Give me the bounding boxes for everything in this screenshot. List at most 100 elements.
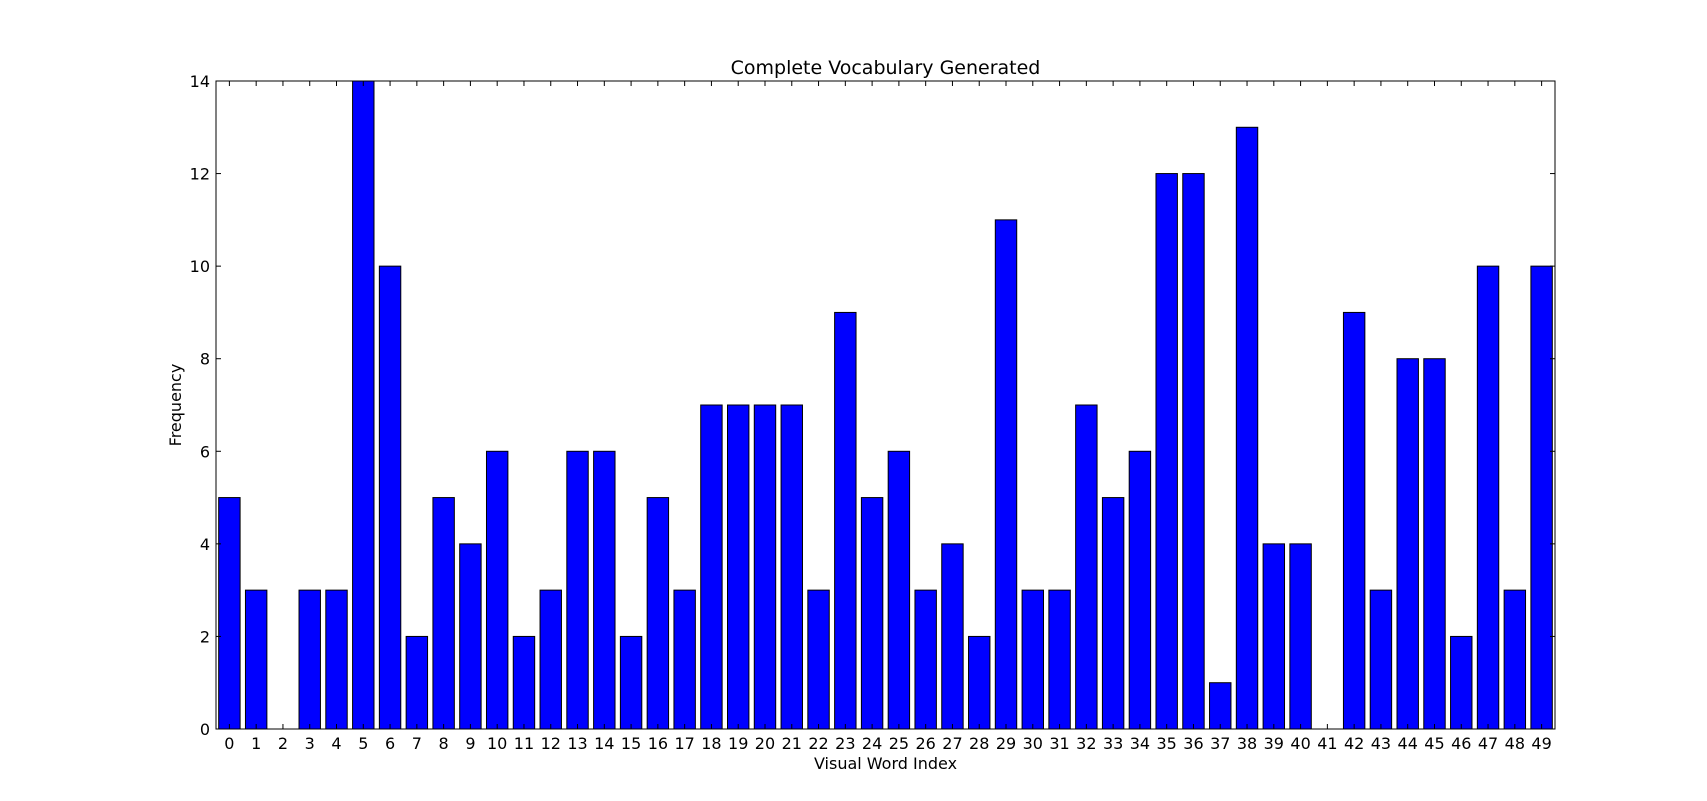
bar	[619, 635, 643, 730]
chart-title: Complete Vocabulary Generated	[731, 57, 1041, 79]
x-tick-label: 48	[1505, 734, 1525, 753]
x-tick-label: 25	[889, 734, 909, 753]
x-tick-label: 8	[439, 734, 449, 753]
x-tick-label: 42	[1344, 734, 1364, 753]
bar	[753, 404, 777, 730]
y-tick-label: 12	[190, 165, 210, 184]
x-tick-label: 10	[487, 734, 507, 753]
bar	[1476, 265, 1500, 730]
bar	[566, 450, 589, 730]
y-tick-label: 0	[200, 720, 210, 739]
x-tick-label: 23	[835, 734, 855, 753]
x-tick-label: 5	[358, 734, 368, 753]
x-tick-label: 16	[648, 734, 668, 753]
x-tick-label: 4	[331, 734, 341, 753]
x-tick-label: 1	[251, 734, 261, 753]
bar	[593, 450, 616, 730]
bar	[807, 589, 830, 730]
bar	[1503, 589, 1527, 730]
bar	[780, 404, 803, 730]
x-tick-label: 9	[465, 734, 475, 753]
x-tick-label: 28	[969, 734, 989, 753]
bar	[1450, 635, 1473, 730]
x-tick-label: 30	[1023, 734, 1043, 753]
x-tick-label: 49	[1531, 734, 1551, 753]
x-tick-label: 7	[412, 734, 422, 753]
x-ticks-group: 0 1 2 3 4 5 6 7 8 9 10 11 12 13 14 15 16 17 18 19 20 21 22 23 24…	[224, 81, 1552, 753]
x-tick-label: 38	[1237, 734, 1257, 753]
bar	[1235, 126, 1259, 730]
bar	[485, 450, 509, 730]
bar	[860, 497, 884, 730]
bar	[1155, 173, 1178, 730]
bar	[941, 543, 964, 730]
x-tick-label: 26	[915, 734, 935, 753]
bar	[914, 589, 937, 730]
bar	[673, 589, 696, 730]
bar	[459, 543, 482, 730]
bar	[1021, 589, 1045, 730]
bar	[887, 450, 911, 730]
bar	[1289, 543, 1312, 730]
x-tick-label: 27	[942, 734, 962, 753]
bar	[646, 497, 670, 730]
y-tick-label: 2	[200, 627, 210, 646]
x-tick-label: 44	[1398, 734, 1418, 753]
x-tick-label: 0	[224, 734, 234, 753]
bar	[1075, 404, 1098, 730]
y-tick-label: 10	[190, 257, 210, 276]
x-tick-label: 31	[1049, 734, 1069, 753]
x-axis-label: Visual Word Index	[814, 754, 957, 773]
x-tick-label: 14	[594, 734, 614, 753]
x-tick-label: 45	[1424, 734, 1444, 753]
bar	[700, 404, 723, 730]
x-tick-label: 43	[1371, 734, 1391, 753]
bar	[218, 497, 241, 730]
bar	[352, 80, 375, 730]
x-tick-label: 13	[567, 734, 587, 753]
y-tick-label: 14	[190, 72, 210, 91]
bar	[834, 311, 857, 730]
bar	[244, 589, 268, 730]
bar	[432, 497, 455, 730]
bar	[1342, 311, 1366, 730]
bar	[1182, 173, 1205, 730]
y-tick-label: 4	[200, 535, 210, 554]
bar	[539, 589, 562, 730]
bar	[1209, 682, 1232, 730]
bar	[994, 219, 1018, 730]
x-tick-label: 22	[808, 734, 828, 753]
plot-frame	[215, 80, 1556, 730]
bar	[1396, 358, 1419, 730]
x-tick-label: 35	[1157, 734, 1177, 753]
x-tick-label: 24	[862, 734, 882, 753]
bar	[298, 589, 321, 730]
x-tick-label: 36	[1183, 734, 1203, 753]
bar	[1128, 450, 1152, 730]
bar	[1262, 543, 1286, 730]
x-tick-label: 20	[755, 734, 775, 753]
bar	[1369, 589, 1393, 730]
bar	[512, 635, 536, 730]
bar	[727, 404, 750, 730]
x-tick-label: 34	[1130, 734, 1150, 753]
x-tick-label: 41	[1317, 734, 1337, 753]
x-tick-label: 37	[1210, 734, 1230, 753]
y-tick-label: 6	[200, 442, 210, 461]
y-tick-label: 8	[200, 350, 210, 369]
bar	[378, 265, 402, 730]
bar	[405, 635, 429, 730]
x-tick-label: 47	[1478, 734, 1498, 753]
x-tick-label: 40	[1290, 734, 1310, 753]
bar	[1423, 358, 1446, 730]
x-tick-label: 11	[514, 734, 534, 753]
x-tick-label: 19	[728, 734, 748, 753]
y-axis-label: Frequency	[166, 364, 185, 447]
x-tick-label: 15	[621, 734, 641, 753]
x-tick-label: 29	[996, 734, 1016, 753]
bar	[1048, 589, 1071, 730]
x-tick-label: 12	[541, 734, 561, 753]
x-tick-label: 17	[674, 734, 694, 753]
bar	[1101, 497, 1125, 730]
